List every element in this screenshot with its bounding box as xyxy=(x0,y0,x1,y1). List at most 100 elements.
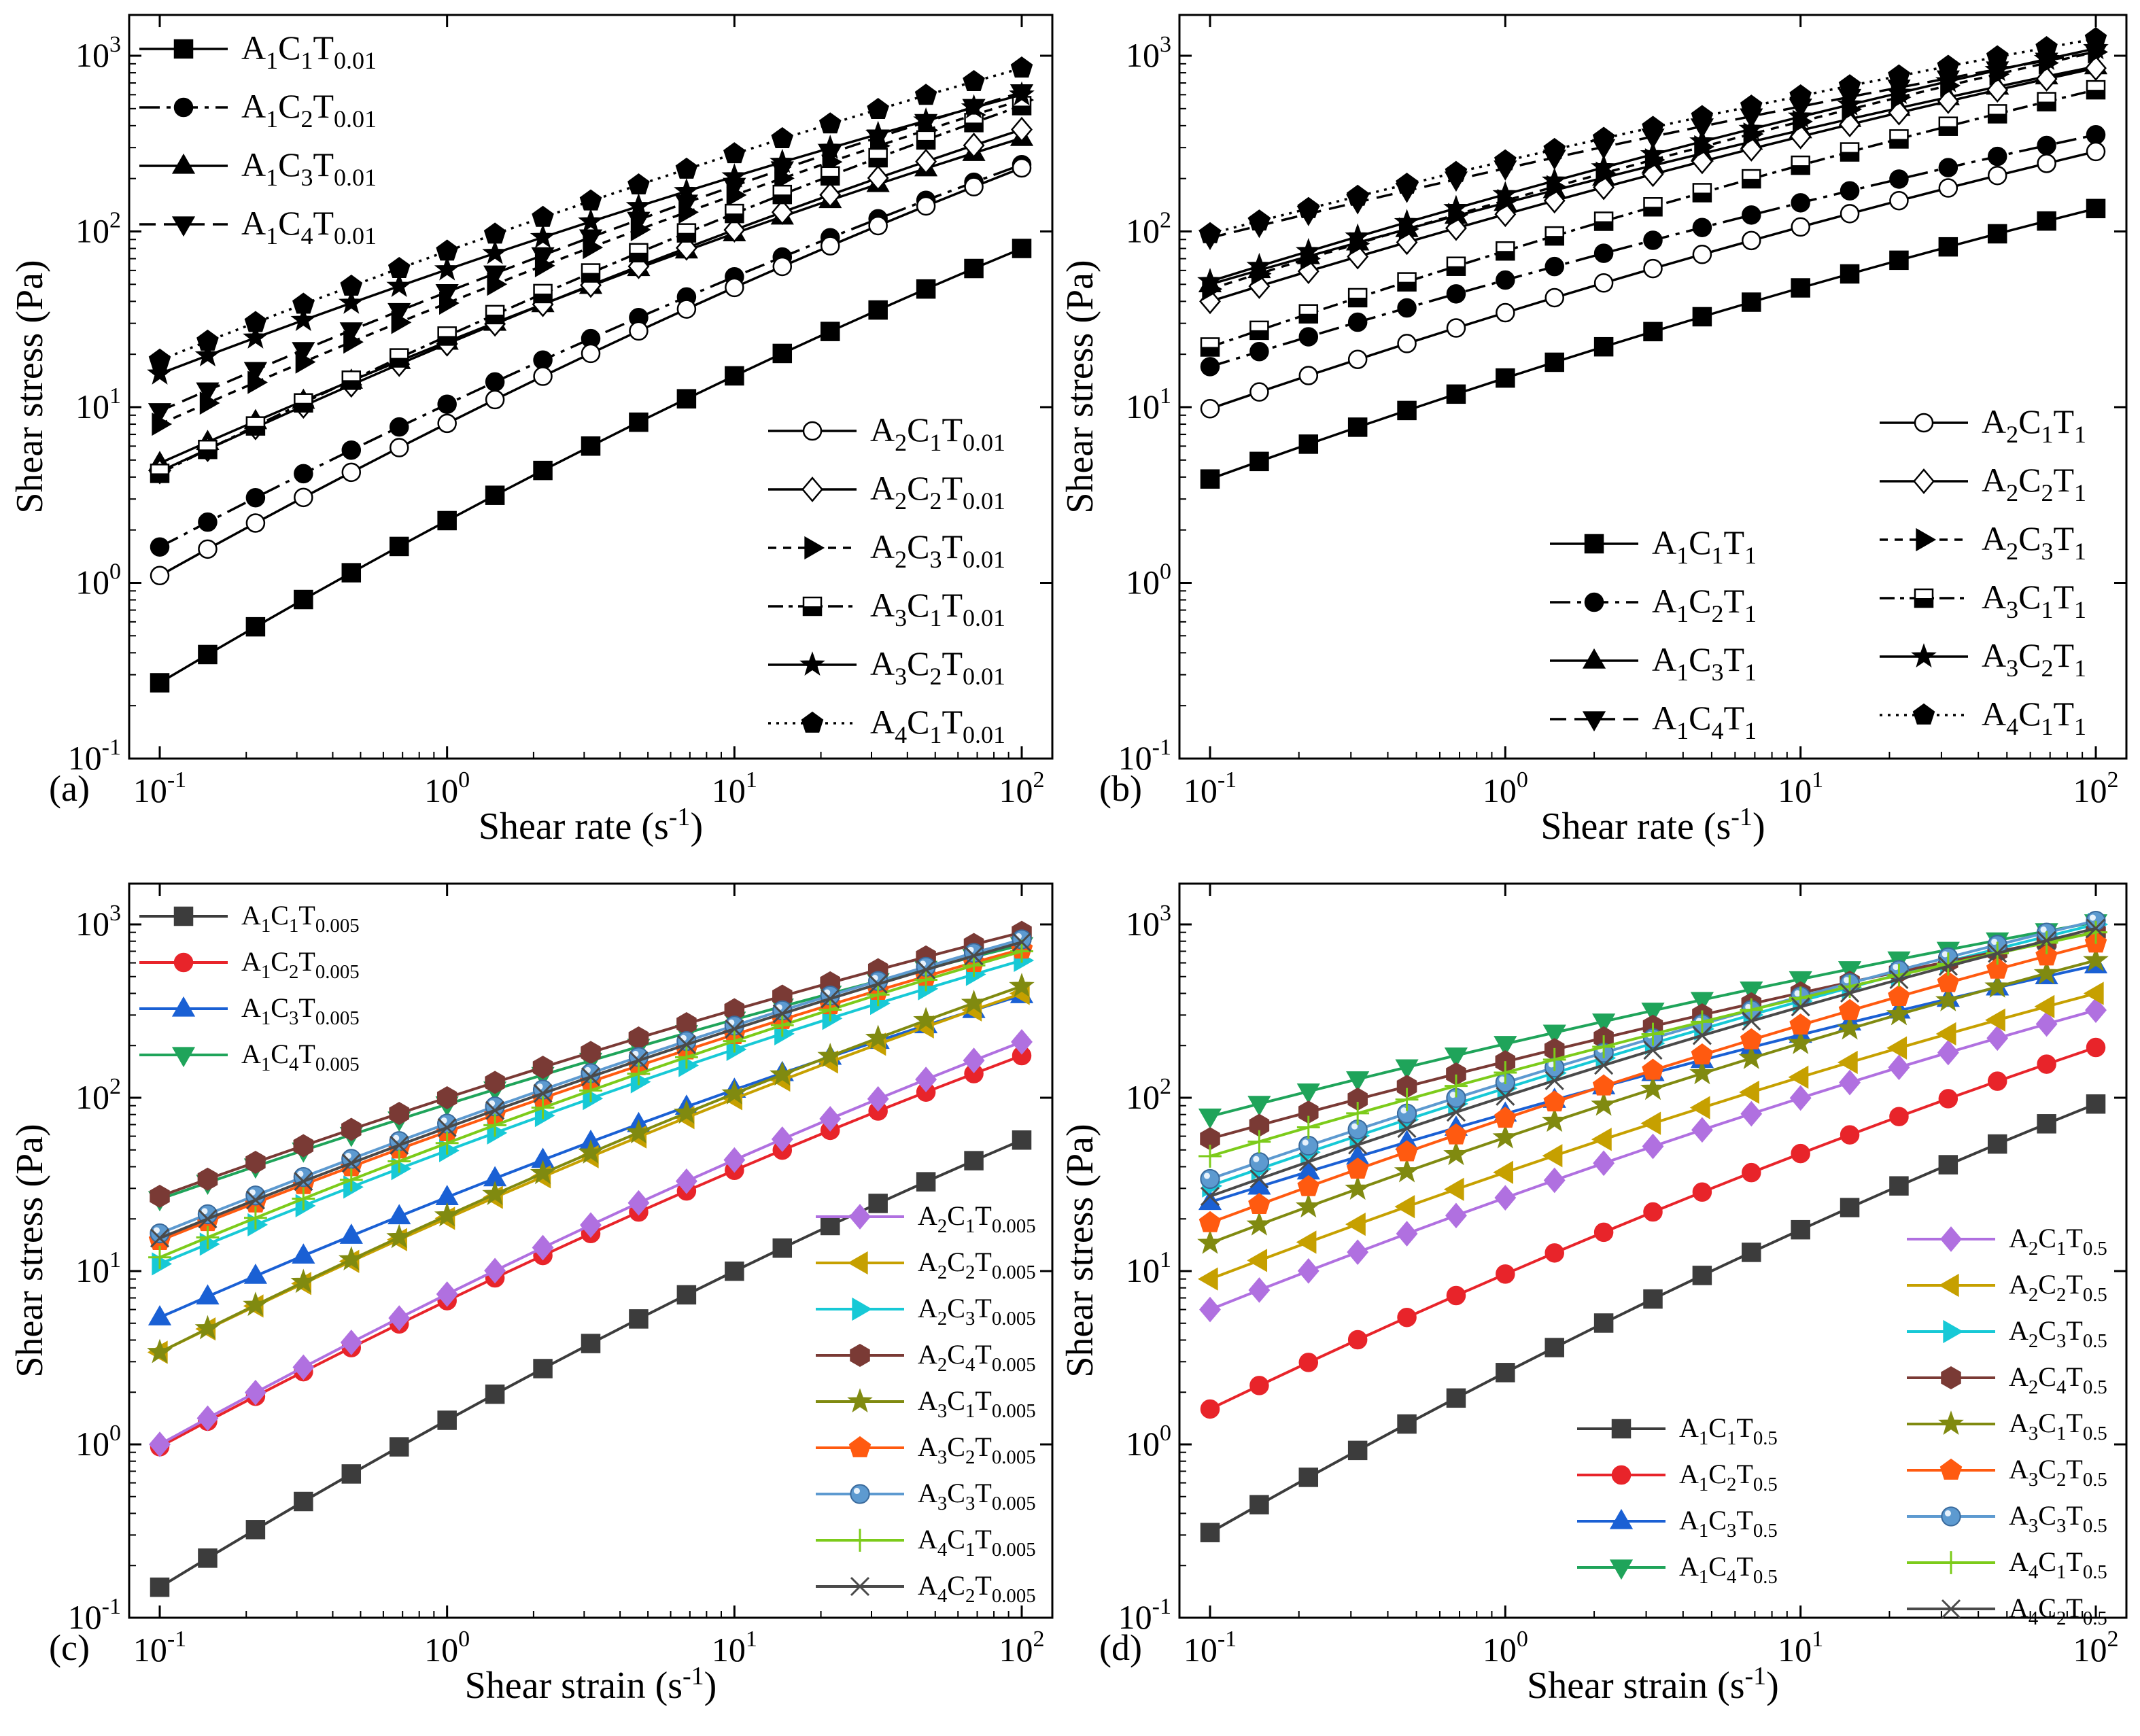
data-point xyxy=(386,1223,413,1249)
y-tick-label: 102 xyxy=(75,1074,121,1116)
data-point xyxy=(2037,931,2056,950)
data-point xyxy=(1012,933,1032,952)
data-point xyxy=(1542,1047,1566,1071)
data-point xyxy=(1198,1145,1222,1168)
data-point xyxy=(772,1004,792,1024)
data-point xyxy=(1198,1108,1222,1129)
data-point xyxy=(437,413,457,434)
data-point xyxy=(194,342,221,367)
data-point xyxy=(1593,1313,1614,1333)
legend-marker xyxy=(1911,643,1937,668)
data-point xyxy=(389,438,409,457)
data-point xyxy=(1888,64,1910,86)
data-point-hl xyxy=(2089,914,2096,921)
data-point xyxy=(198,512,218,532)
legend-marker xyxy=(173,97,194,118)
data-point xyxy=(1840,181,1860,201)
data-point xyxy=(581,1067,601,1087)
data-point xyxy=(1345,1175,1371,1200)
legend-marker xyxy=(850,1484,870,1504)
x-tick-label: 102 xyxy=(999,1627,1045,1669)
data-point xyxy=(1496,1086,1515,1106)
legend-label: A1C3T1 xyxy=(1652,640,1757,686)
data-point xyxy=(434,1202,460,1227)
data-point xyxy=(386,273,413,298)
legend-marker xyxy=(1912,703,1935,725)
data-point xyxy=(343,330,364,354)
data-point xyxy=(1840,1198,1860,1217)
data-point xyxy=(1397,298,1417,318)
data-point xyxy=(1984,56,2011,82)
legend-marker xyxy=(801,476,823,502)
data-point xyxy=(436,1086,458,1110)
data-point xyxy=(1249,1376,1269,1395)
y-tick-label: 100 xyxy=(75,559,121,602)
data-point xyxy=(1692,245,1712,264)
data-point xyxy=(867,1086,889,1112)
legend-label: A1C4T0.5 xyxy=(1679,1551,1778,1588)
plot-frame xyxy=(128,882,1054,1619)
data-point xyxy=(1643,1041,1663,1060)
data-point xyxy=(1591,1128,1612,1151)
data-point xyxy=(1641,1003,1665,1023)
data-point xyxy=(1692,1182,1712,1202)
data-point xyxy=(1396,1140,1418,1162)
y-tick-label: 102 xyxy=(75,208,121,250)
legend-marker xyxy=(850,1343,870,1368)
series-A1C2T0.005 xyxy=(150,1045,1032,1457)
data-point xyxy=(1298,1152,1318,1172)
data-point xyxy=(1593,273,1614,293)
data-point xyxy=(1839,1069,1861,1096)
data-point xyxy=(1493,1160,1513,1184)
data-point xyxy=(1345,1213,1366,1236)
data-point-hl xyxy=(1745,1003,1752,1011)
data-point xyxy=(627,1190,650,1216)
data-point xyxy=(2083,947,2109,971)
data-point xyxy=(2037,1054,2056,1074)
data-point xyxy=(625,1119,652,1144)
data-point xyxy=(1889,969,1909,990)
data-point xyxy=(1938,158,1958,177)
data-point xyxy=(1840,1125,1860,1145)
legend-label: A2C1T0.005 xyxy=(918,1200,1036,1237)
data-point xyxy=(818,112,842,134)
data-point xyxy=(578,1139,604,1164)
data-point xyxy=(482,239,508,264)
data-point xyxy=(247,370,268,394)
data-point xyxy=(198,1209,218,1229)
data-point xyxy=(1445,1123,1468,1145)
data-point xyxy=(1641,1022,1665,1046)
data-point xyxy=(676,389,697,409)
data-point xyxy=(1935,1022,1956,1046)
data-point xyxy=(2035,66,2058,92)
data-point xyxy=(1543,1090,1566,1112)
data-point xyxy=(1742,1243,1761,1262)
legend-right: A2C1T1 A2C2T1 A2C3T1 A3C1T1 A3C2T1 A4C1T1 xyxy=(1880,402,2086,740)
legend-marker xyxy=(1938,1410,1964,1435)
data-point xyxy=(292,1187,315,1211)
data-point xyxy=(1889,250,1909,271)
y-tick-label: 101 xyxy=(1126,383,1171,426)
data-point xyxy=(1742,230,1761,251)
legend-marker xyxy=(1611,1465,1632,1485)
data-point xyxy=(150,673,170,693)
data-point xyxy=(770,1013,794,1037)
data-point xyxy=(1197,1230,1223,1254)
data-point xyxy=(1249,382,1269,402)
data-point xyxy=(1443,1177,1464,1201)
y-tick-label: 100 xyxy=(1126,559,1171,602)
legend-marker xyxy=(1609,1508,1634,1529)
data-point xyxy=(2086,1037,2106,1058)
legend-label: A2C1T0.01 xyxy=(870,411,1005,456)
legend-label: A1C2T0.005 xyxy=(241,946,360,983)
data-point xyxy=(531,1096,555,1119)
data-point-half xyxy=(534,293,552,302)
data-point xyxy=(243,324,269,349)
data-point xyxy=(2086,141,2106,162)
legend-label: A4C1T0.5 xyxy=(2009,1546,2107,1583)
data-point xyxy=(388,1305,411,1331)
data-point xyxy=(1296,1115,1320,1139)
data-point xyxy=(629,1309,649,1329)
series-A3C1T0.5 xyxy=(1197,947,2109,1254)
